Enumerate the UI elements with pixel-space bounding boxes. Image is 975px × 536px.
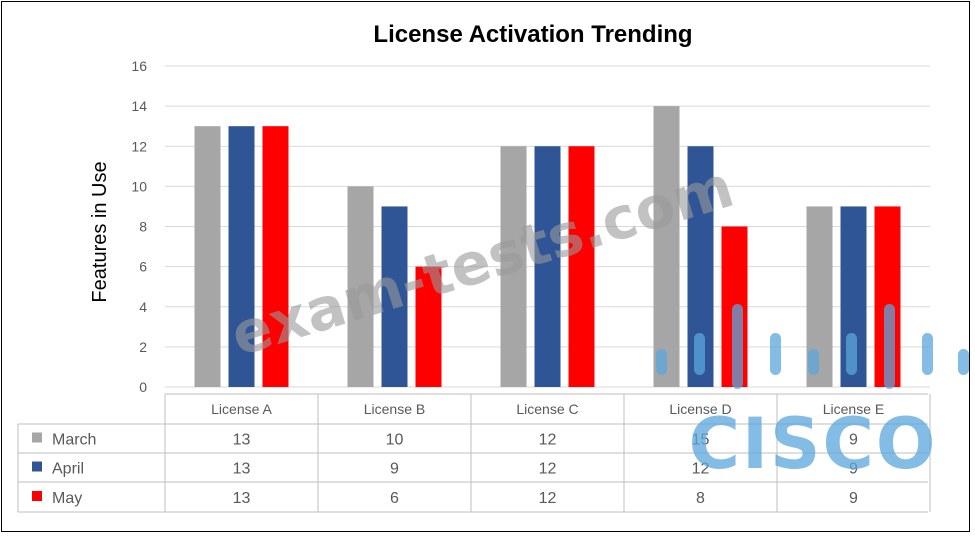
table-cell: 10 xyxy=(386,432,404,449)
y-tick-label: 4 xyxy=(139,299,147,315)
table-cell: 12 xyxy=(539,461,557,478)
table-cell: 12 xyxy=(539,490,557,507)
legend-label-march: March xyxy=(52,432,96,449)
bar-april-license-c xyxy=(534,146,561,387)
y-tick-label: 8 xyxy=(139,219,147,235)
table-cell: 12 xyxy=(539,432,557,449)
y-axis-ticks: 0 2 4 6 8 10 12 14 16 xyxy=(131,58,147,395)
x-tick-label: License D xyxy=(669,401,731,417)
legend-swatch-may xyxy=(32,491,42,501)
table-cell: 13 xyxy=(233,432,251,449)
cisco-logo-text: CISCO xyxy=(689,403,938,485)
x-tick-label: License C xyxy=(516,401,578,417)
bar-may-license-c xyxy=(568,146,595,387)
table-cell: 9 xyxy=(849,461,858,478)
bar-april-license-b xyxy=(381,206,408,387)
bar-may-license-b xyxy=(415,266,442,387)
table-cell: 8 xyxy=(696,490,705,507)
y-axis-label: Features in Use xyxy=(89,161,111,302)
chart-title: License Activation Trending xyxy=(373,21,692,48)
bar-march-license-d xyxy=(653,106,680,387)
legend-swatch-april xyxy=(32,461,42,472)
table-cell: 13 xyxy=(233,461,251,478)
table-cell: 13 xyxy=(233,490,251,507)
bar-may-license-a xyxy=(262,126,289,387)
table-cell: 9 xyxy=(390,461,399,478)
table-cell: 9 xyxy=(849,490,858,507)
y-tick-label: 16 xyxy=(131,58,147,74)
legend-label-april: April xyxy=(52,461,84,478)
y-tick-label: 12 xyxy=(131,138,147,154)
y-tick-label: 10 xyxy=(131,178,147,194)
bar-april-license-a xyxy=(228,126,255,387)
table-cell: 15 xyxy=(692,432,710,449)
y-tick-label: 6 xyxy=(139,259,147,275)
x-tick-label: License E xyxy=(823,401,884,417)
y-tick-label: 2 xyxy=(139,339,147,355)
bar-march-license-b xyxy=(347,186,374,387)
y-tick-label: 14 xyxy=(131,98,147,114)
bar-march-license-a xyxy=(194,126,221,387)
y-tick-label: 0 xyxy=(139,379,147,395)
bar-march-license-c xyxy=(500,146,527,387)
legend-label-may: May xyxy=(52,490,82,507)
table-cell: 12 xyxy=(692,461,710,478)
data-table: License A License B License C License D Lice… xyxy=(17,393,931,513)
x-tick-label: License A xyxy=(211,401,272,417)
legend-swatch-march xyxy=(32,432,42,443)
bar-group xyxy=(194,106,901,387)
table-cell: 6 xyxy=(390,490,399,507)
table-cell: 9 xyxy=(849,432,858,449)
cisco-bridge-logo-icon xyxy=(656,304,969,389)
x-tick-label: License B xyxy=(364,401,425,417)
